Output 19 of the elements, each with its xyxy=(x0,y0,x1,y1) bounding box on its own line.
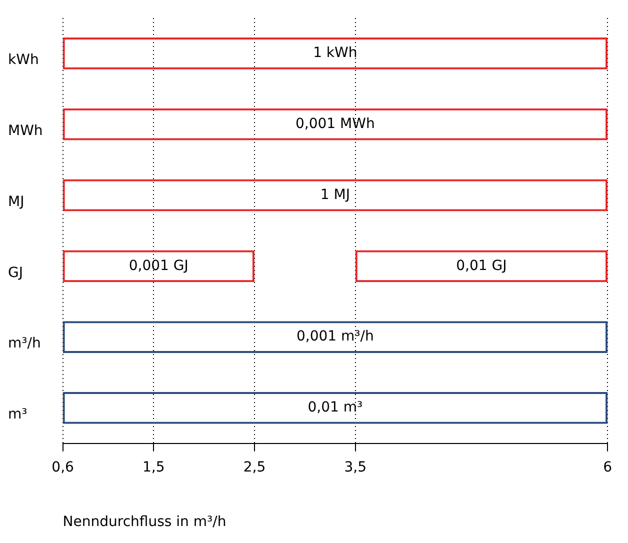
y-tick-label: MWh xyxy=(8,122,43,139)
x-tick-label: 2,5 xyxy=(243,459,266,476)
annotation: 1 kWh xyxy=(313,45,358,62)
y-tick-label: m³/h xyxy=(8,336,41,352)
y-tick-label: GJ xyxy=(8,264,23,281)
y-tick-label: kWh xyxy=(8,52,39,68)
x-axis-title: Nenndurchfluss in m³/h xyxy=(62,514,226,530)
x-tick-label: 6 xyxy=(603,459,612,476)
annotation: 0,001 m³/h xyxy=(296,328,374,345)
y-tick-label: MJ xyxy=(8,194,24,210)
annotation: 0,001 MWh xyxy=(296,116,375,132)
annotation: 0,001 GJ xyxy=(128,258,188,274)
x-tick-label: 1,5 xyxy=(142,459,165,476)
y-tick-label: m³ xyxy=(8,406,28,423)
x-tick-label: 0,6 xyxy=(52,459,74,476)
annotation: 0,01 m³ xyxy=(308,400,363,416)
annotation: 1 MJ xyxy=(320,186,350,203)
x-tick-label: 3,5 xyxy=(344,459,366,476)
annotation: 0,01 GJ xyxy=(456,258,507,274)
